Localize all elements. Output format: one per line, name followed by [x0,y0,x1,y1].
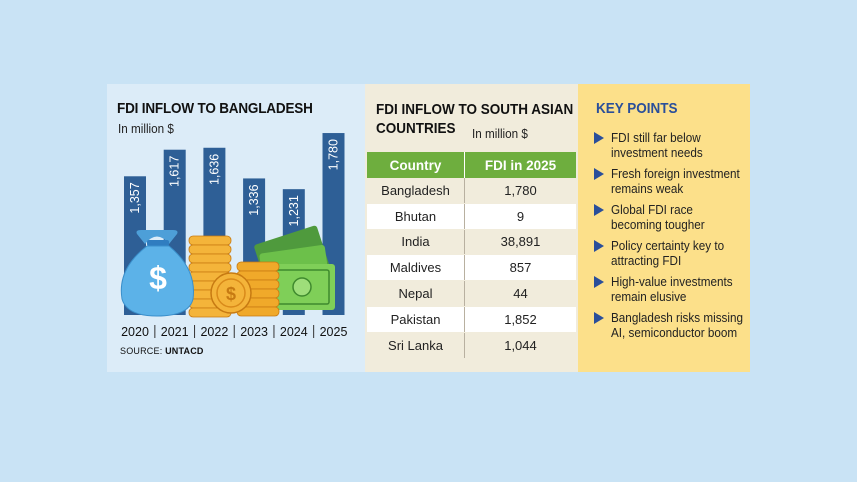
table-header-row: Country FDI in 2025 [367,152,576,178]
arrow-right-icon [594,132,604,144]
arrow-right-icon [594,168,604,180]
table-row: Maldives 857 [367,254,576,282]
table-row: Bhutan 9 [367,203,576,230]
key-point-text: FDI still far below investment needs [611,130,703,160]
x-tick-label: 2021 [161,325,189,339]
money-illustration: $ $ [120,225,335,318]
chart-unit: In million $ [118,121,174,136]
value-cell: 38,891 [464,229,576,256]
key-points-list: FDI still far below investment needs Fre… [594,130,750,346]
table-row: Bangladesh 1,780 [367,178,576,204]
arrow-right-icon [594,204,604,216]
x-tick-label: 2023 [240,325,268,339]
x-tick-label: 2022 [200,325,228,339]
table-row: Sri Lanka 1,044 [367,332,576,359]
value-cell: 1,044 [464,332,576,359]
table-unit: In million $ [472,126,528,141]
bar-chart: 1,357 1,617 1,636 1,336 1,231 1,780 [120,133,347,339]
country-cell: Nepal [367,280,465,307]
country-cell: Sri Lanka [367,332,465,359]
source-label: SOURCE: [120,346,163,356]
value-cell: 857 [464,254,576,282]
south-asia-fdi-panel: FDI INFLOW TO SOUTH ASIAN COUNTRIES In m… [365,84,578,372]
x-axis-labels: 2020 2021 2022 2023 2024 2025 [121,325,347,339]
arrow-right-icon [594,240,604,252]
x-tick-label: 2025 [320,325,348,339]
key-point-text: Fresh foreign investment remains weak [611,166,740,196]
bar-value-label: 1,636 [207,154,221,185]
key-points-panel: KEY POINTS FDI still far below investmen… [578,84,750,372]
column-header-country: Country [367,152,465,178]
list-item: High-value investments remain elusive [594,274,750,304]
table-row: Pakistan 1,852 [367,306,576,333]
svg-text:$: $ [226,284,236,304]
x-tick-label: 2024 [280,325,308,339]
list-item: Bangladesh risks missing AI, semiconduct… [594,310,750,340]
list-item: Policy certainty key to attracting FDI [594,238,750,268]
country-cell: Maldives [367,254,465,282]
bar-value-label: 1,357 [128,182,142,213]
value-cell: 1,852 [464,306,576,333]
list-item: Global FDI race becoming tougher [594,202,750,232]
chart-title: FDI INFLOW TO BANGLADESH [117,100,313,117]
country-cell: Bhutan [367,203,465,230]
value-cell: 1,780 [464,178,576,204]
bar-value-label: 1,617 [168,156,182,187]
list-item: FDI still far below investment needs [594,130,750,160]
bar-value-label: 1,231 [287,195,301,226]
key-point-text: High-value investments remain elusive [611,274,733,304]
key-point-text: Bangladesh risks missing AI, semiconduct… [611,310,744,340]
column-header-fdi: FDI in 2025 [464,152,576,178]
source-value: UNTACD [165,346,204,356]
country-cell: Bangladesh [367,178,465,204]
bangladesh-fdi-panel: 1,357 1,617 1,636 1,336 1,231 1,780 [107,84,365,372]
dollar-icon: $ [149,260,167,296]
value-cell: 44 [464,280,576,307]
arrow-right-icon [594,312,604,324]
x-tick-label: 2020 [121,325,149,339]
list-item: Fresh foreign investment remains weak [594,166,750,196]
bar-value-label: 1,336 [247,184,261,215]
arrow-right-icon [594,276,604,288]
source-note: SOURCE: UNTACD [120,346,204,356]
key-points-title: KEY POINTS [596,100,678,117]
country-cell: India [367,229,465,256]
key-point-text: Policy certainty key to attracting FDI [611,238,725,268]
bar-value-label: 1,780 [327,139,341,170]
table-row: Nepal 44 [367,280,576,307]
key-point-text: Global FDI race becoming tougher [611,202,705,232]
table-title: FDI INFLOW TO SOUTH ASIAN COUNTRIES [376,101,574,137]
country-cell: Pakistan [367,306,465,333]
table-row: India 38,891 [367,229,576,256]
value-cell: 9 [464,203,576,230]
fdi-table: Country FDI in 2025 Bangladesh 1,780 Bhu… [367,152,576,359]
